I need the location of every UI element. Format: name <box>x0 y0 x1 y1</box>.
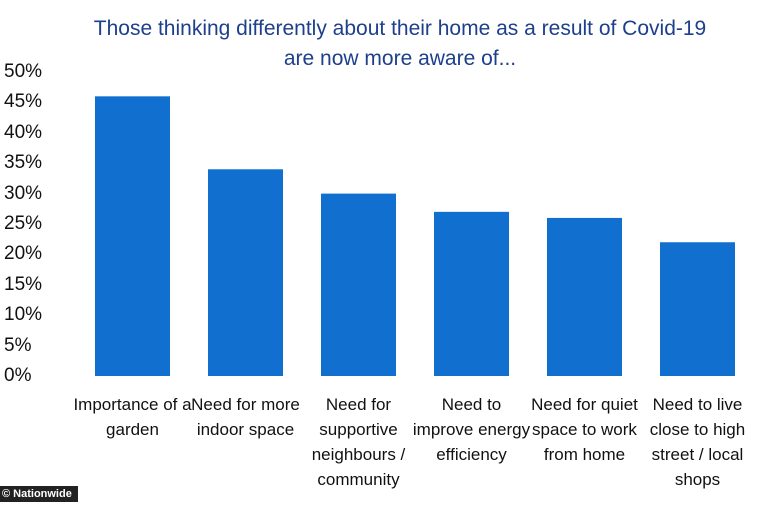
x-tick-label: Need for quiet space to work from home <box>531 395 638 464</box>
x-tick-label: Need for supportive neighbours / communi… <box>311 395 406 489</box>
x-tick-label: Importance of a garden <box>73 395 192 439</box>
y-tick-label: 10% <box>4 304 43 326</box>
x-tick-label: Need to live close to high street / loca… <box>649 395 746 489</box>
y-tick-label: 40% <box>4 121 43 143</box>
bar <box>321 193 396 376</box>
chart-title: Those thinking differently about their h… <box>93 17 707 70</box>
y-tick-label: 5% <box>4 334 32 356</box>
bar <box>208 169 283 376</box>
bar <box>434 211 509 376</box>
x-tick-label: Need for more indoor space <box>191 395 300 439</box>
y-tick-label: 25% <box>4 213 43 234</box>
bar <box>660 242 735 376</box>
bar <box>547 217 622 376</box>
y-tick-label: 20% <box>4 243 43 265</box>
y-tick-label: 0% <box>4 365 32 386</box>
y-tick-label: 30% <box>4 182 43 204</box>
y-tick-label: 35% <box>4 152 43 174</box>
source: © Nationwide <box>0 486 78 502</box>
x-tick-label: Need to improve energy efficiency <box>412 395 531 464</box>
y-tick-label: 15% <box>4 273 43 295</box>
bar <box>95 96 170 376</box>
y-tick-label: 45% <box>4 91 43 113</box>
y-tick-label: 50% <box>4 61 43 82</box>
